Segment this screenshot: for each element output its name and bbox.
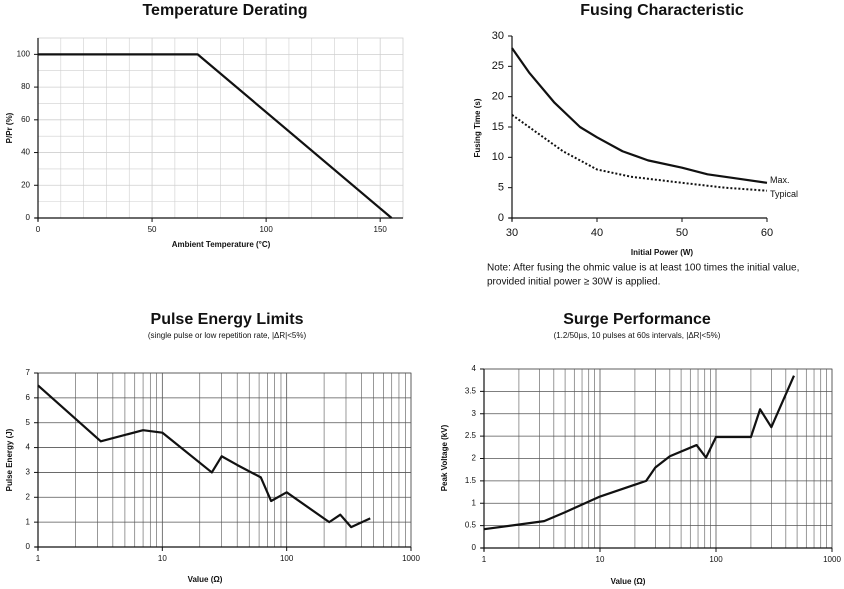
x-tick-label: 1000 bbox=[402, 554, 420, 563]
chart-title: Surge Performance bbox=[563, 311, 711, 328]
note: Note: After fusing the ohmic value is at… bbox=[487, 263, 799, 274]
y-tick-label: 15 bbox=[492, 121, 504, 133]
x-tick-label: 1000 bbox=[823, 555, 841, 564]
y-tick-label: 0 bbox=[472, 543, 477, 552]
y-tick-label: 30 bbox=[492, 30, 504, 42]
y-tick-label: 40 bbox=[21, 148, 30, 157]
x-tick-label: 100 bbox=[280, 554, 294, 563]
x-tick-label: 50 bbox=[676, 227, 688, 239]
y-tick-label: 2.5 bbox=[465, 431, 477, 440]
x-tick-label: 100 bbox=[259, 225, 273, 234]
y-tick-label: 0 bbox=[498, 212, 504, 224]
y-axis-label: P/Pr (%) bbox=[5, 112, 14, 143]
y-tick-label: 1 bbox=[472, 498, 477, 507]
y-tick-label: 1 bbox=[26, 517, 31, 526]
x-tick-label: 0 bbox=[36, 225, 41, 234]
y-tick-label: 5 bbox=[498, 182, 504, 194]
y-tick-label: 1.5 bbox=[465, 476, 477, 485]
x-tick-label: 1 bbox=[36, 554, 41, 563]
y-tick-label: 20 bbox=[492, 91, 504, 103]
series-label: Typical bbox=[770, 189, 798, 199]
y-tick-label: 80 bbox=[21, 82, 30, 91]
y-tick-label: 3.5 bbox=[465, 386, 477, 395]
x-tick-label: 60 bbox=[761, 227, 773, 239]
y-tick-label: 100 bbox=[17, 49, 31, 58]
y-tick-label: 3 bbox=[472, 409, 477, 418]
y-tick-label: 2 bbox=[472, 454, 477, 463]
x-tick-label: 50 bbox=[148, 225, 157, 234]
plot-frame bbox=[37, 372, 412, 548]
y-tick-label: 4 bbox=[26, 443, 31, 452]
x-axis-label: Value (Ω) bbox=[611, 577, 646, 586]
y-tick-label: 7 bbox=[26, 368, 31, 377]
chart-title: Temperature Derating bbox=[142, 2, 307, 19]
series-line bbox=[38, 53, 393, 219]
chart-subtitle: (single pulse or low repetition rate, |Δ… bbox=[148, 331, 307, 340]
chart-subtitle: (1.2/50µs, 10 pulses at 60s intervals, |… bbox=[554, 331, 721, 340]
x-tick-label: 1 bbox=[482, 555, 487, 564]
y-tick-label: 10 bbox=[492, 151, 504, 163]
series-line bbox=[483, 375, 795, 531]
chart-title: Fusing Characteristic bbox=[580, 2, 744, 19]
series-label: Max. bbox=[770, 175, 790, 185]
series-line bbox=[511, 47, 768, 184]
y-tick-label: 0 bbox=[26, 213, 31, 222]
series-line bbox=[37, 384, 371, 529]
x-tick-label: 100 bbox=[709, 555, 723, 564]
x-tick-label: 150 bbox=[374, 225, 388, 234]
y-tick-label: 4 bbox=[472, 364, 477, 373]
y-tick-label: 5 bbox=[26, 418, 31, 427]
y-tick-label: 0 bbox=[26, 542, 31, 551]
y-tick-label: 3 bbox=[26, 468, 31, 477]
y-tick-label: 0.5 bbox=[465, 521, 477, 530]
series-line bbox=[511, 114, 768, 192]
y-tick-label: 6 bbox=[26, 393, 31, 402]
x-tick-label: 10 bbox=[158, 554, 167, 563]
note: provided initial power ≥ 30W is applied. bbox=[487, 277, 660, 288]
y-tick-label: 20 bbox=[21, 180, 30, 189]
x-axis-label: Initial Power (W) bbox=[631, 248, 694, 257]
y-axis-label: Fusing Time (s) bbox=[473, 98, 482, 157]
y-tick-label: 60 bbox=[21, 115, 30, 124]
x-tick-label: 10 bbox=[596, 555, 605, 564]
x-tick-label: 40 bbox=[591, 227, 603, 239]
y-axis-label: Peak Voltage (kV) bbox=[440, 424, 449, 491]
y-axis-label: Pulse Energy (J) bbox=[5, 428, 14, 491]
x-axis-label: Ambient Temperature (°C) bbox=[172, 240, 271, 249]
x-axis-label: Value (Ω) bbox=[188, 575, 223, 584]
y-tick-label: 2 bbox=[26, 492, 31, 501]
chart-title: Pulse Energy Limits bbox=[151, 311, 304, 328]
y-tick-label: 25 bbox=[492, 60, 504, 72]
x-tick-label: 30 bbox=[506, 227, 518, 239]
